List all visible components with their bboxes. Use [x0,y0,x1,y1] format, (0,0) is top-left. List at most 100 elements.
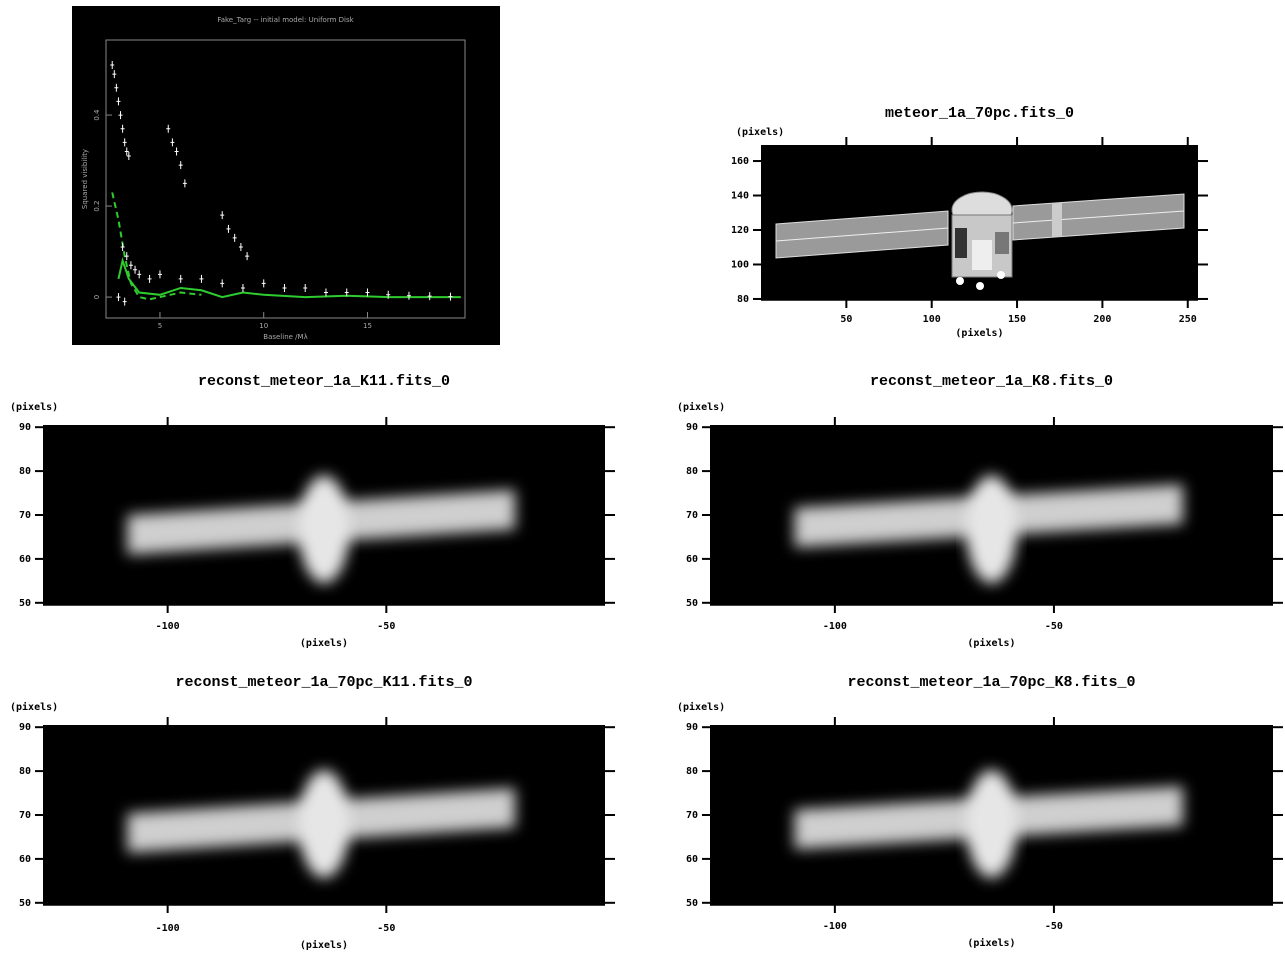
data-point [174,147,179,156]
reconstruction [794,770,1183,878]
data-point [128,261,133,270]
satellite-image [761,145,1198,300]
y-tick-label: 0.2 [93,201,101,212]
body [298,770,350,878]
data-point [157,270,162,279]
data-point [427,292,432,301]
y-tick-label: 70 [19,510,31,521]
data-point [122,297,127,306]
x-tick-label: -50 [377,621,395,632]
data-point [406,291,411,300]
data-point [120,124,125,133]
x-tick-label: -50 [1045,621,1063,632]
data-point [261,279,266,288]
x-tick-label: 100 [923,314,941,325]
y-tick-label: 60 [19,854,31,865]
chart-title: Fake_Targ -- initial model: Uniform Disk [217,16,354,24]
model-line [117,257,461,299]
reconstruction [127,475,516,584]
y-axis-label: (pixels) [677,401,725,413]
data-point [122,138,127,147]
data-point [118,111,123,120]
body [298,475,350,584]
body [966,475,1017,584]
data-point [133,265,138,274]
y-tick-label: 70 [686,810,698,821]
data-point [448,292,453,301]
y-tick-label: 90 [19,722,31,733]
y-tick-label: 90 [19,422,31,433]
data-point [124,147,129,156]
y-tick-label: 120 [731,225,749,236]
y-tick-label: 100 [731,259,749,270]
data-point [166,124,171,133]
y-tick-label: 90 [686,722,698,733]
data-point [147,274,152,283]
x-tick-label: -100 [823,921,847,932]
y-axis-label: (pixels) [677,701,725,713]
y-tick-label: 80 [19,466,31,477]
x-tick-label: -100 [823,621,847,632]
panel-line [775,227,949,242]
y-tick-label: 70 [19,810,31,821]
y-tick-label: 60 [686,554,698,565]
x-axis-label: Baseline /Mλ [263,333,307,341]
y-axis-label: (pixels) [10,701,58,713]
reconstruction [794,475,1183,584]
satellite-part [955,228,967,258]
x-tick-label: -100 [156,923,180,934]
y-tick-label: 160 [731,156,749,167]
chart-title: reconst_meteor_1a_K8.fits_0 [870,373,1113,390]
data-point [220,279,225,288]
y-tick-label: 50 [19,598,31,609]
data-point [126,152,131,161]
y-tick-label: 50 [686,898,698,909]
plot-frame [105,39,466,319]
panel-segment [1052,203,1062,237]
data-point [178,274,183,283]
data-point [238,243,243,252]
y-tick-label: 80 [19,766,31,777]
y-tick-label: 70 [686,510,698,521]
satellite-part [956,277,964,285]
y-tick-label: 80 [686,466,698,477]
plot-background [72,6,500,345]
panel-line [1012,210,1185,224]
chart-title: reconst_meteor_1a_70pc_K11.fits_0 [175,674,472,691]
y-tick-label: 60 [19,554,31,565]
x-axis-label: (pixels) [300,637,348,649]
y-tick-label: 50 [686,598,698,609]
reconstruction [127,770,516,878]
x-tick-label: 200 [1093,314,1111,325]
model-line [111,192,202,301]
y-axis-label: Squared visibility [81,149,89,209]
satellite-part [972,240,992,270]
y-axis-label: (pixels) [10,401,58,413]
x-tick-label: -100 [156,621,180,632]
data-point [323,288,328,297]
data-point [170,138,175,147]
satellite-part [976,282,984,290]
data-point [114,83,119,92]
satellite-part [995,232,1009,254]
data-point [386,290,391,299]
data-point [120,243,125,252]
chart-title: reconst_meteor_1a_K11.fits_0 [198,373,450,390]
data-point [344,288,349,297]
chart-title: reconst_meteor_1a_70pc_K8.fits_0 [847,674,1135,691]
data-point [137,270,142,279]
x-tick-label: 10 [259,322,268,330]
chart-title: meteor_1a_70pc.fits_0 [885,105,1074,122]
data-point [220,211,225,220]
x-tick-label: 50 [840,314,852,325]
x-tick-label: 250 [1179,314,1197,325]
x-axis-label: (pixels) [955,327,1003,339]
data-point [116,293,121,302]
y-tick-label: 80 [737,294,749,305]
x-tick-label: 15 [363,322,372,330]
y-tick-label: 50 [19,898,31,909]
y-tick-label: 0.4 [93,109,101,121]
y-tick-label: 90 [686,422,698,433]
